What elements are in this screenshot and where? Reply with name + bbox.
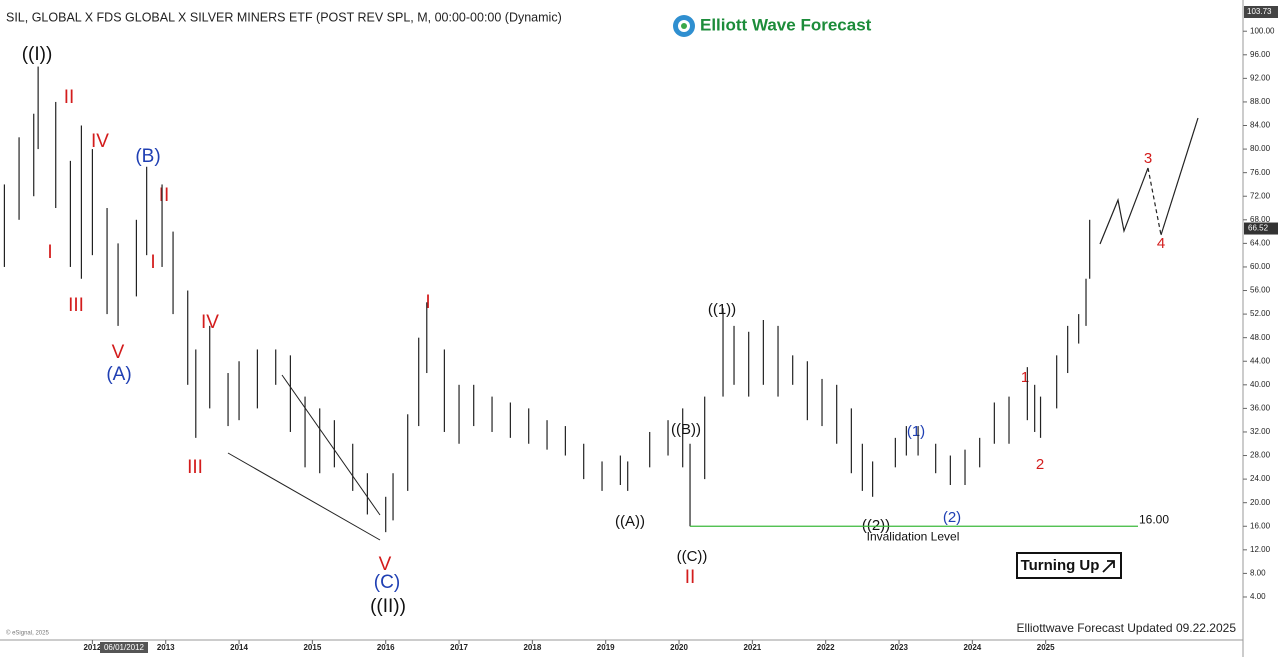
wave-label: III xyxy=(187,457,203,478)
wave-label: ((A)) xyxy=(615,513,645,530)
wave-label: (B) xyxy=(135,146,160,167)
y-tick-label: 96.00 xyxy=(1250,50,1271,59)
x-tick-label: 2024 xyxy=(963,643,981,652)
wave-label: ((2)) xyxy=(862,517,890,534)
wave-label: ((II)) xyxy=(370,596,406,617)
x-tick-label: 2020 xyxy=(670,643,688,652)
wave-label: III xyxy=(68,295,84,316)
y-tick-label: 36.00 xyxy=(1250,404,1271,413)
cursor-box xyxy=(100,642,148,653)
y-tick-label: 100.00 xyxy=(1250,26,1275,35)
wave-label: II xyxy=(64,87,75,108)
y-tick-label: 64.00 xyxy=(1250,238,1271,247)
wave-label: II xyxy=(685,567,696,588)
badge-arrow xyxy=(1102,560,1115,573)
x-tick-label: 2025 xyxy=(1037,643,1055,652)
wave-label: I xyxy=(150,252,155,273)
y-tick-label: 52.00 xyxy=(1250,309,1271,318)
top-value-box xyxy=(1244,6,1278,18)
wedge xyxy=(227,374,381,541)
x-tick-label: 2013 xyxy=(157,643,175,652)
wave-label: 3 xyxy=(1144,150,1152,167)
y-tick-label: 68.00 xyxy=(1250,215,1271,224)
wave-label: (1) xyxy=(907,423,925,440)
y-tick-label: 88.00 xyxy=(1250,97,1271,106)
x-tick-label: 2023 xyxy=(890,643,908,652)
badge-box xyxy=(1016,552,1122,579)
badge: Turning Up xyxy=(1016,552,1122,579)
wave-label: V xyxy=(112,342,125,363)
invalidation-value: 16.00 xyxy=(1139,512,1169,526)
wave-label: ((I)) xyxy=(22,44,53,65)
y-tick-label: 48.00 xyxy=(1250,333,1271,342)
wave-label: (A) xyxy=(106,364,131,385)
x-tick-label: 2018 xyxy=(523,643,541,652)
y-tick-label: 20.00 xyxy=(1250,498,1271,507)
x-tick-label: 2017 xyxy=(450,643,468,652)
wave-label: I xyxy=(47,242,52,263)
badge-text: Turning Up xyxy=(1021,557,1100,574)
wave-label: 1 xyxy=(1021,369,1029,386)
y-tick-label: 40.00 xyxy=(1250,380,1271,389)
y-tick-label: 16.00 xyxy=(1250,521,1271,530)
last-price-box xyxy=(1244,222,1278,235)
y-tick-label: 12.00 xyxy=(1250,545,1271,554)
wave-label: V xyxy=(379,554,392,575)
wave-label: IV xyxy=(91,131,109,152)
y-tick-label: 44.00 xyxy=(1250,356,1271,365)
wave-label: ((C)) xyxy=(677,548,708,565)
y-tick-label: 56.00 xyxy=(1250,286,1271,295)
wave-label: ((B)) xyxy=(671,421,701,438)
wave-label: 4 xyxy=(1157,235,1165,252)
copyright: © eSignal, 2025 xyxy=(6,630,49,637)
y-tick-label: 92.00 xyxy=(1250,73,1271,82)
x-tick-label: 2012 xyxy=(83,643,101,652)
y-tick-label: 4.00 xyxy=(1250,592,1266,601)
y-tick-label: 84.00 xyxy=(1250,121,1271,130)
logo: Elliott Wave Forecast xyxy=(673,15,872,37)
x-tick-label: 2019 xyxy=(597,643,615,652)
y-tick-label: 8.00 xyxy=(1250,569,1266,578)
y-tick-label: 32.00 xyxy=(1250,427,1271,436)
y-tick-label: 80.00 xyxy=(1250,144,1271,153)
wave-label: (2) xyxy=(943,509,961,526)
chart-title: SIL, GLOBAL X FDS GLOBAL X SILVER MINERS… xyxy=(6,10,562,24)
footer: Elliottwave Forecast Updated 09.22.2025 xyxy=(1017,621,1237,635)
logo-text: Elliott Wave Forecast xyxy=(700,15,872,34)
last-price: 66.52 xyxy=(1248,224,1269,233)
invalidation-text: Invalidation Level xyxy=(867,529,960,543)
x-tick-label: 2014 xyxy=(230,643,248,652)
y-tick-label: 76.00 xyxy=(1250,168,1271,177)
top-value: 103.73 xyxy=(1247,7,1272,16)
wave-label: II xyxy=(159,185,170,206)
wave-label: (C) xyxy=(374,572,400,593)
wave-label: 2 xyxy=(1036,456,1044,473)
x-tick-label: 2021 xyxy=(743,643,761,652)
y-tick-label: 60.00 xyxy=(1250,262,1271,271)
wave-label: I xyxy=(425,292,430,313)
wave-labels: ((I)) II IV (B) II I I III V (A) IV III … xyxy=(22,44,1165,617)
x-tick-label: 2016 xyxy=(377,643,395,652)
y-tick-label: 28.00 xyxy=(1250,451,1271,460)
cursor-date: 06/01/2012 xyxy=(104,643,145,652)
y-tick-label: 24.00 xyxy=(1250,474,1271,483)
wave-label: IV xyxy=(201,312,219,333)
projection xyxy=(1099,117,1199,245)
wave-label: ((1)) xyxy=(708,301,736,318)
x-tick-label: 2015 xyxy=(303,643,321,652)
y-tick-label: 72.00 xyxy=(1250,191,1271,200)
x-tick-label: 2022 xyxy=(817,643,835,652)
logo-icon xyxy=(681,23,687,29)
